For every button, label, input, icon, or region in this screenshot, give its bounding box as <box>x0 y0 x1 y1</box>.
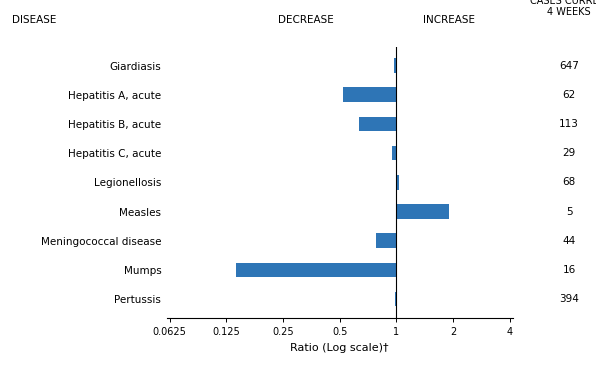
Bar <box>396 175 399 190</box>
Text: INCREASE: INCREASE <box>423 15 475 25</box>
Text: 5: 5 <box>566 206 573 217</box>
Bar <box>395 292 396 307</box>
X-axis label: Ratio (Log scale)†: Ratio (Log scale)† <box>290 343 389 353</box>
Bar <box>376 234 396 248</box>
Text: 68: 68 <box>563 177 576 187</box>
Text: CASES CURREN'
4 WEEKS: CASES CURREN' 4 WEEKS <box>530 0 596 17</box>
Bar <box>396 204 449 219</box>
Text: 113: 113 <box>559 119 579 129</box>
Bar <box>359 117 396 131</box>
Text: 44: 44 <box>563 236 576 246</box>
Bar <box>394 58 396 73</box>
Bar <box>392 146 396 161</box>
Text: 62: 62 <box>563 90 576 100</box>
Bar <box>343 87 396 102</box>
Bar <box>235 263 396 277</box>
Text: DISEASE: DISEASE <box>12 15 56 25</box>
Text: DECREASE: DECREASE <box>278 15 334 25</box>
Text: 16: 16 <box>563 265 576 275</box>
Text: 29: 29 <box>563 148 576 158</box>
Text: 647: 647 <box>559 61 579 71</box>
Text: 394: 394 <box>559 294 579 304</box>
